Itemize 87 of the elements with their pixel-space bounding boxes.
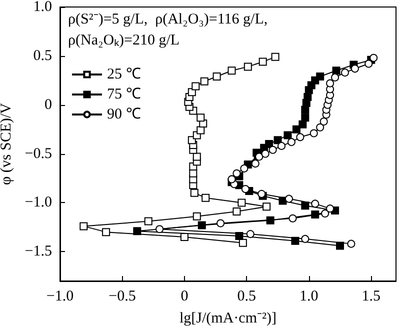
y-tick-label: −1.0 <box>24 194 52 211</box>
x-tick-label: 0.5 <box>237 288 256 304</box>
point <box>228 66 236 75</box>
y-axis-title: φ (vs SCE)/V <box>0 102 14 185</box>
legend-label: 90 ℃ <box>107 106 141 122</box>
point <box>241 185 250 194</box>
point <box>238 198 246 207</box>
point <box>190 188 198 197</box>
point <box>316 123 324 132</box>
point <box>284 194 293 203</box>
point <box>347 240 356 248</box>
point <box>292 125 300 134</box>
x-tick-label: −1.0 <box>46 288 74 304</box>
point <box>228 175 236 184</box>
point <box>310 129 318 138</box>
point <box>258 58 267 66</box>
y-tick-label: 0.5 <box>33 48 52 64</box>
point <box>301 106 310 114</box>
annotation: ρ(Na₂Oₖ)=210 g/L <box>68 32 180 48</box>
point <box>265 140 274 148</box>
point <box>288 214 297 222</box>
point <box>326 204 334 213</box>
point <box>291 236 300 245</box>
point <box>332 66 340 75</box>
point <box>311 210 320 218</box>
point <box>284 131 292 140</box>
point <box>180 232 188 241</box>
point <box>261 150 270 158</box>
point <box>232 169 241 178</box>
point <box>262 202 271 211</box>
point <box>326 79 334 88</box>
point <box>266 216 274 224</box>
point <box>196 126 205 134</box>
annotation: ρ(S²⁻)=5 g/L, ρ(Al₂O₃)=116 g/L, <box>68 12 268 28</box>
point <box>196 114 205 122</box>
point <box>320 117 328 126</box>
point <box>80 222 88 230</box>
point <box>216 219 225 228</box>
point <box>246 230 254 238</box>
point <box>301 202 310 210</box>
point <box>198 221 206 230</box>
point <box>304 93 312 102</box>
point <box>331 73 340 82</box>
point <box>235 232 244 240</box>
y-tick-label: −0.5 <box>24 146 52 162</box>
point <box>156 225 164 234</box>
point <box>350 64 359 73</box>
point <box>212 72 221 80</box>
point <box>370 54 378 62</box>
point <box>296 133 304 142</box>
legend-label: 25 ℃ <box>107 66 141 82</box>
point <box>316 72 324 80</box>
point <box>268 146 277 154</box>
point <box>287 138 296 146</box>
point <box>133 227 142 236</box>
point <box>271 52 280 61</box>
x-tick-label: 1.5 <box>362 288 380 304</box>
point <box>238 238 247 247</box>
point <box>274 136 282 144</box>
point <box>301 234 310 243</box>
point <box>232 208 241 216</box>
point <box>200 77 208 86</box>
point <box>364 60 373 68</box>
point <box>240 164 248 172</box>
point <box>278 142 286 150</box>
point <box>251 160 260 168</box>
x-tick-label: 0 <box>180 288 188 304</box>
y-tick-label: −1.5 <box>24 244 52 260</box>
point <box>301 114 310 122</box>
point <box>311 200 320 208</box>
x-tick-label: −0.5 <box>108 288 136 304</box>
point <box>192 82 200 90</box>
point <box>192 212 201 220</box>
y-tick-label: 0 <box>44 96 52 113</box>
point <box>298 120 307 128</box>
point <box>336 242 344 250</box>
point <box>192 152 201 161</box>
point <box>321 209 330 218</box>
point <box>144 217 152 226</box>
x-axis-title: lg[J/(mA·cm⁻²)] <box>180 310 276 326</box>
y-tick-label: 1.0 <box>33 0 52 15</box>
point <box>202 194 210 202</box>
point <box>340 68 349 77</box>
x-tick-label: 1.0 <box>300 288 318 304</box>
point <box>244 62 252 71</box>
point <box>102 228 110 236</box>
legend-label: 75 ℃ <box>107 86 141 102</box>
